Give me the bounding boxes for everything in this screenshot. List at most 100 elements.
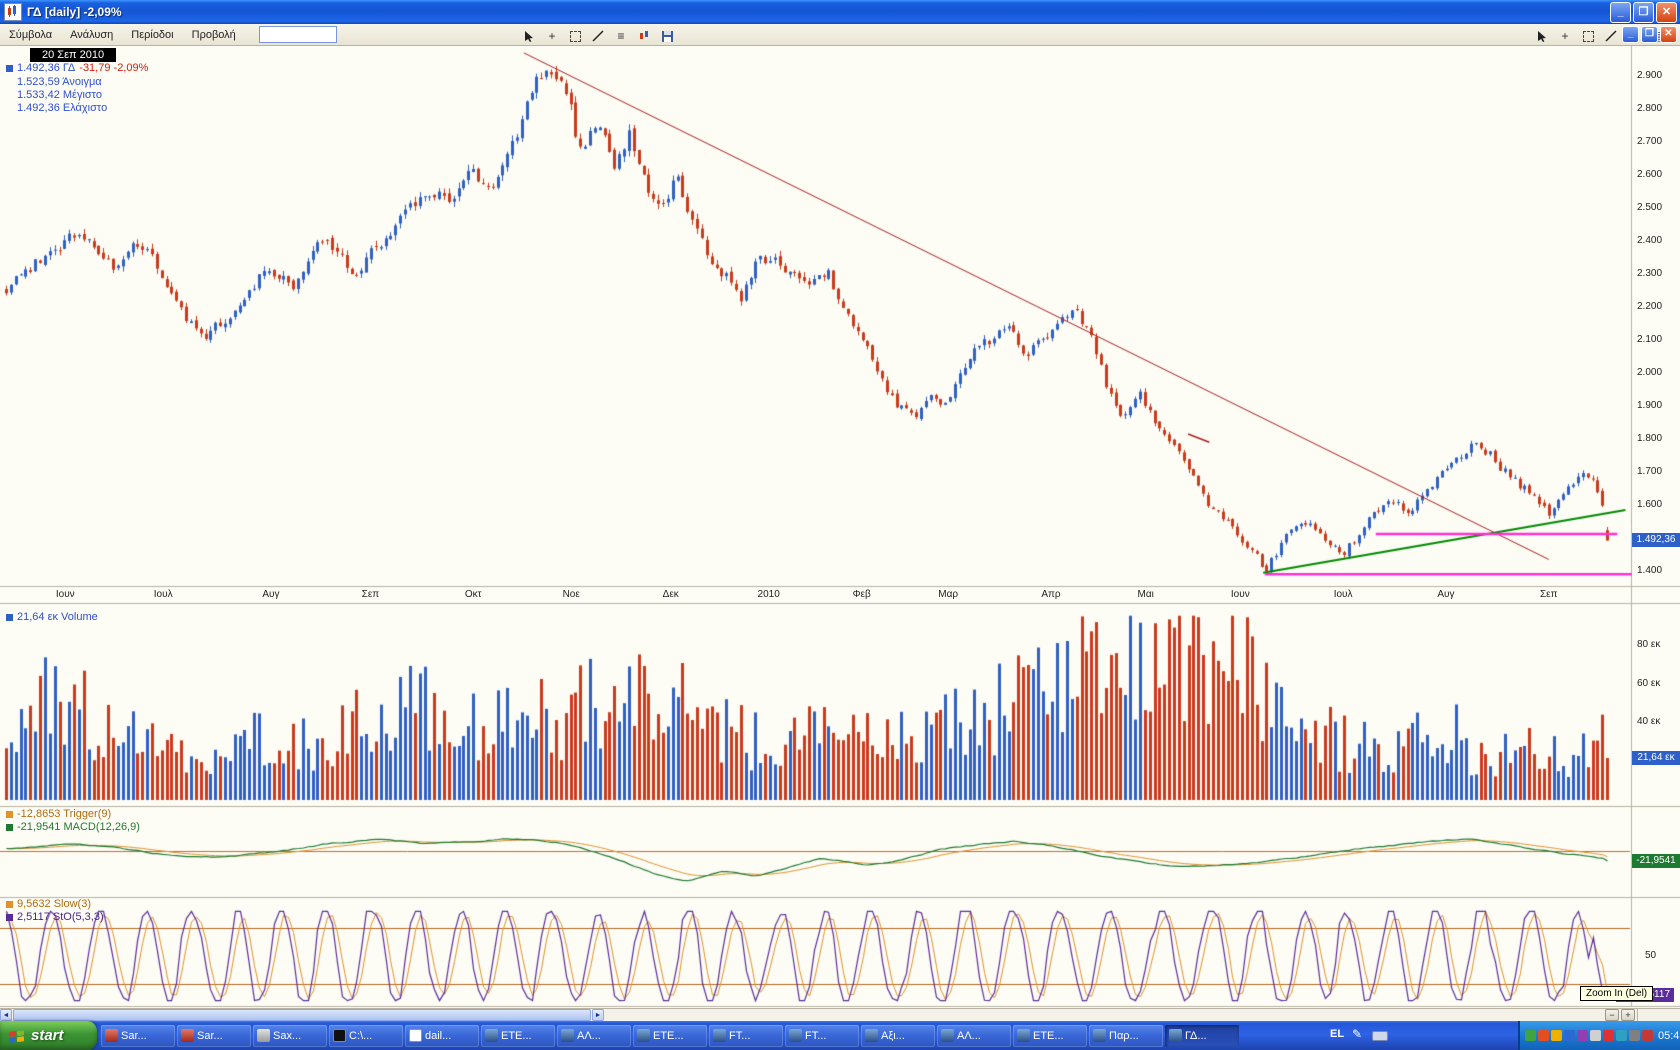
- menu-items: Σύμβολα Ανάλυση Περίοδοι Προβολή: [0, 26, 245, 44]
- legend-high: 1.533,42 Μέγιστο: [17, 89, 102, 101]
- clock[interactable]: 05:42: [1658, 1029, 1680, 1042]
- volume-legend-label: 21,64 εκ Volume: [17, 611, 98, 623]
- pointer-tool-icon[interactable]: [1532, 26, 1552, 46]
- pointer-tool-icon[interactable]: [519, 26, 539, 46]
- price-tick: 2.600: [1637, 169, 1663, 180]
- price-tick: 1.600: [1637, 499, 1663, 510]
- task-label: FT...: [729, 1029, 751, 1042]
- trigger-legend-label: -12,8653 Trigger(9): [17, 808, 112, 820]
- scroll-left-arrow[interactable]: ◄: [0, 1009, 12, 1021]
- task-buttons: Sar... Sar... Sax... C:\... dail... ETE... ΑΛ.…: [101, 1021, 1239, 1050]
- menu-item-Σύμβολα[interactable]: Σύμβολα: [9, 28, 53, 41]
- chart-restore-button[interactable]: ❐: [1641, 26, 1658, 43]
- crosshair-tool-icon[interactable]: +: [548, 29, 556, 43]
- taskbar-button-ΓΔ...[interactable]: ΓΔ...: [1165, 1024, 1239, 1047]
- month-label: Μαρ: [938, 589, 959, 600]
- task-label: ΓΔ...: [1185, 1029, 1207, 1042]
- slow-legend-label: 9,5632 Slow(3): [17, 898, 91, 910]
- price-tick: 1.700: [1637, 466, 1663, 477]
- taskbar-button-C:\...[interactable]: C:\...: [329, 1024, 403, 1047]
- price-tick: 2.200: [1637, 301, 1663, 312]
- trendline-tool-icon[interactable]: [1601, 26, 1621, 46]
- horizontal-scrollbar[interactable]: ◄ ► − +: [0, 1008, 1680, 1021]
- minimize-button[interactable]: _: [1610, 1, 1631, 23]
- scroll-right-arrow[interactable]: ►: [592, 1009, 604, 1021]
- start-button[interactable]: start: [0, 1021, 97, 1050]
- taskbar-button-ΑΛ...[interactable]: ΑΛ...: [937, 1024, 1011, 1047]
- maximize-button[interactable]: ❐: [1633, 1, 1654, 23]
- window-titlebar: ΓΔ [daily] -2,09% _ ❐ ✕: [0, 0, 1680, 24]
- zoom-out-button[interactable]: −: [1605, 1009, 1619, 1021]
- task-app-icon: [789, 1029, 802, 1042]
- keyboard-icon[interactable]: [1372, 1031, 1388, 1041]
- indicator-list-icon[interactable]: ≡: [617, 29, 625, 43]
- legend-date: 20 Σεπ 2010: [30, 48, 117, 62]
- tray-icon-7[interactable]: [1603, 1030, 1614, 1041]
- month-label: Σεπ: [1539, 589, 1558, 600]
- price-tick: 2.500: [1637, 202, 1663, 213]
- tray-icons: [1525, 1030, 1653, 1041]
- taskbar-button-ETE...[interactable]: ETE...: [481, 1024, 555, 1047]
- tray-icon-4[interactable]: [1564, 1030, 1575, 1041]
- volume-axis: 80 εκ 60 εκ 40 εκ: [1633, 46, 1680, 1008]
- taskbar-button-Sax...[interactable]: Sax...: [253, 1024, 327, 1047]
- taskbar-button-Sar...[interactable]: Sar...: [177, 1024, 251, 1047]
- candlestick-view-icon[interactable]: [634, 26, 654, 46]
- price-tick: 1.800: [1637, 433, 1663, 444]
- close-button[interactable]: ✕: [1656, 1, 1677, 23]
- taskbar-button-dail...[interactable]: dail...: [405, 1024, 479, 1047]
- taskbar-button-FT...[interactable]: FT...: [709, 1024, 783, 1047]
- start-label: start: [31, 1027, 64, 1044]
- volume-tick: 40 εκ: [1637, 716, 1661, 728]
- month-label: Ιουν: [55, 589, 75, 600]
- stoch-legend: 2,5117 StO(5,3,3): [6, 911, 104, 923]
- tray-icon-9[interactable]: [1629, 1030, 1640, 1041]
- trendline-tool-icon[interactable]: [588, 26, 608, 46]
- menu-item-Ανάλυση[interactable]: Ανάλυση: [70, 28, 114, 41]
- menu-item-Περίοδοι[interactable]: Περίοδοι: [131, 28, 174, 41]
- task-label: dail...: [425, 1029, 452, 1042]
- chart-close-button[interactable]: ✕: [1660, 26, 1677, 43]
- menu-item-Προβολή[interactable]: Προβολή: [191, 28, 236, 41]
- tray-icon-5[interactable]: [1577, 1030, 1588, 1041]
- macd-legend-label: -21,9541 MACD(12,26,9): [17, 821, 140, 833]
- month-label: Ιουν: [1230, 589, 1250, 600]
- taskbar-button-FT...[interactable]: FT...: [785, 1024, 859, 1047]
- save-icon[interactable]: [657, 26, 677, 46]
- task-app-icon: [561, 1029, 574, 1042]
- taskbar-button-Sar...[interactable]: Sar...: [101, 1024, 175, 1047]
- taskbar-button-ΑΛ...[interactable]: ΑΛ...: [557, 1024, 631, 1047]
- tray-icon-10[interactable]: [1642, 1030, 1653, 1041]
- task-label: Παρ...: [1109, 1029, 1139, 1042]
- month-label: Απρ: [1041, 589, 1061, 600]
- language-indicator[interactable]: EL: [1330, 1028, 1345, 1040]
- taskbar-button-ETE...[interactable]: ETE...: [1013, 1024, 1087, 1047]
- zoom-select-tool-icon[interactable]: [1578, 26, 1598, 46]
- task-app-icon: [1017, 1029, 1030, 1042]
- scrollbar-divider: [1637, 1009, 1638, 1021]
- tray-icon-3[interactable]: [1551, 1030, 1562, 1041]
- zoom-select-tool-icon[interactable]: [565, 26, 585, 46]
- tray-icon-8[interactable]: [1616, 1030, 1627, 1041]
- pen-input-icon[interactable]: ✎: [1352, 1027, 1363, 1041]
- stoch-marker-icon: [6, 913, 13, 921]
- task-label: ETE...: [653, 1029, 684, 1042]
- crosshair-tool-icon[interactable]: +: [1561, 29, 1569, 43]
- task-label: Sar...: [197, 1029, 223, 1042]
- taskbar-button-Παρ...[interactable]: Παρ...: [1089, 1024, 1163, 1047]
- taskbar-button-Αξι...[interactable]: Αξι...: [861, 1024, 935, 1047]
- zoom-in-button[interactable]: +: [1621, 1009, 1635, 1021]
- chart-minimize-button[interactable]: _: [1622, 26, 1639, 43]
- scroll-thumb[interactable]: [13, 1009, 591, 1021]
- chart-canvas[interactable]: [0, 46, 1680, 1008]
- tray-icon-2[interactable]: [1538, 1030, 1549, 1041]
- tray-icon-1[interactable]: [1525, 1030, 1536, 1041]
- task-label: Sax...: [273, 1029, 302, 1042]
- legend-last-value: 1.492,36 ΓΔ: [17, 62, 76, 74]
- taskbar-button-ETE...[interactable]: ETE...: [633, 1024, 707, 1047]
- symbol-input[interactable]: [258, 26, 337, 43]
- taskbar: start Sar... Sar... Sax... C:\... dail... ETE…: [0, 1021, 1680, 1050]
- current-macd-badge: -21,9541: [1632, 854, 1680, 868]
- tray-icon-6[interactable]: [1590, 1030, 1601, 1041]
